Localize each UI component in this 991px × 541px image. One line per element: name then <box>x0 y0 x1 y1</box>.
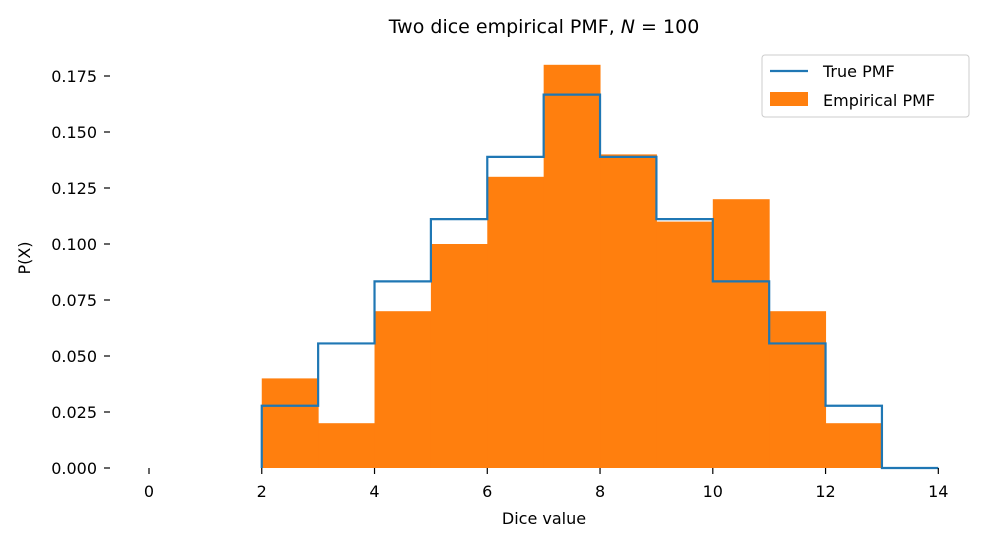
bar-empirical-8 <box>600 154 657 468</box>
true-pmf-step-line <box>260 93 939 470</box>
bar-empirical-2 <box>261 378 319 468</box>
legend-label-empirical-pmf: Empirical PMF <box>823 91 935 110</box>
bar-empirical-7 <box>543 64 601 469</box>
x-tick-label-10: 10 <box>703 482 723 501</box>
x-axis-label: Dice value <box>502 509 586 528</box>
x-tick-label-12: 12 <box>815 482 835 501</box>
y-axis: 0.000 0.025 0.050 0.075 0.100 0.125 0.150 0.175 <box>51 67 110 478</box>
bars-layer <box>261 64 883 469</box>
y-tick-label-6: 0.150 <box>51 123 97 142</box>
step-layer <box>260 93 939 470</box>
y-axis-label: P(X) <box>15 241 34 274</box>
x-tick-label-8: 8 <box>595 482 605 501</box>
y-tick-label-7: 0.175 <box>51 67 97 86</box>
bar-empirical-11 <box>769 311 827 468</box>
bar-empirical-6 <box>487 176 545 469</box>
y-tick-label-0: 0.000 <box>51 459 97 478</box>
bar-empirical-3 <box>318 423 376 468</box>
x-tick-label-0: 0 <box>144 482 154 501</box>
chart-title: Two dice empirical PMF, N = 100 <box>388 16 700 38</box>
legend-frame <box>761 54 970 118</box>
legend-label-true-pmf: True PMF <box>822 62 895 81</box>
y-tick-label-1: 0.025 <box>51 403 97 422</box>
y-tick-label-5: 0.125 <box>51 179 97 198</box>
y-tick-label-2: 0.050 <box>51 347 97 366</box>
bar-empirical-12 <box>825 423 883 468</box>
bar-empirical-9 <box>656 221 714 468</box>
y-tick-label-4: 0.100 <box>51 235 97 254</box>
legend-swatch-empirical-pmf <box>770 92 808 106</box>
x-axis: 0 2 4 6 8 10 12 14 <box>144 468 948 501</box>
bar-empirical-10 <box>712 199 770 468</box>
bar-empirical-4 <box>374 311 432 468</box>
x-tick-label-2: 2 <box>257 482 267 501</box>
x-tick-label-14: 14 <box>928 482 948 501</box>
x-tick-label-4: 4 <box>369 482 379 501</box>
legend: True PMF Empirical PMF <box>761 54 970 118</box>
y-tick-label-3: 0.075 <box>51 291 97 310</box>
x-tick-label-6: 6 <box>482 482 492 501</box>
bar-empirical-5 <box>430 244 488 468</box>
